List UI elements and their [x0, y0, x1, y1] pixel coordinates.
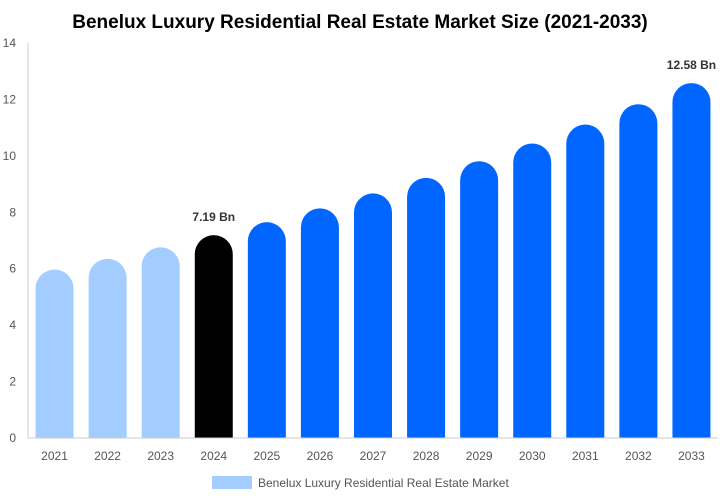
bar-2026: [300, 208, 339, 438]
data-label-2024: 7.19 Bn: [192, 210, 235, 224]
x-tick-label: 2027: [360, 449, 387, 463]
bar-2033: [672, 83, 711, 438]
bar-2032: [619, 104, 658, 438]
y-tick-label: 0: [9, 431, 16, 445]
x-tick-label: 2031: [572, 449, 599, 463]
data-labels: 7.19 Bn 12.58 Bn: [192, 58, 716, 224]
bar-2023: [141, 247, 180, 438]
x-tick-label: 2030: [519, 449, 546, 463]
y-tick-label: 10: [3, 149, 17, 163]
x-tick-label: 2021: [41, 449, 68, 463]
bars: [35, 83, 711, 439]
x-tick-label: 2022: [94, 449, 121, 463]
y-tick-label: 8: [9, 205, 16, 219]
chart-title: Benelux Luxury Residential Real Estate M…: [72, 12, 648, 33]
legend[interactable]: Benelux Luxury Residential Real Estate M…: [212, 476, 509, 490]
y-tick-label: 14: [3, 36, 17, 50]
bar-2030: [513, 143, 552, 438]
bar-2031: [566, 124, 605, 438]
bar-2029: [460, 161, 499, 439]
y-tick-label: 12: [3, 92, 17, 106]
y-tick-label: 2: [9, 375, 16, 389]
x-tick-label: 2023: [147, 449, 174, 463]
x-tick-label: 2029: [466, 449, 493, 463]
bar-2024: [194, 235, 233, 438]
x-tick-label: 2026: [307, 449, 334, 463]
y-tick-label: 6: [9, 262, 16, 276]
y-axis: 0 2 4 6 8 10 12 14: [3, 36, 29, 445]
bar-2021: [35, 269, 74, 438]
x-tick-label: 2032: [625, 449, 652, 463]
x-tick-label: 2025: [253, 449, 280, 463]
x-tick-label: 2033: [678, 449, 705, 463]
data-label-2033: 12.58 Bn: [667, 58, 716, 72]
bar-2027: [354, 193, 392, 438]
x-tick-label: 2024: [200, 449, 227, 463]
legend-swatch: [212, 476, 252, 489]
x-tick-label: 2028: [413, 449, 440, 463]
bar-2025: [247, 222, 286, 438]
y-tick-label: 4: [9, 318, 16, 332]
bar-2022: [88, 258, 127, 438]
bar-2028: [407, 177, 446, 438]
x-axis: 2021 2022 2023 2024 2025 2026 2027 2028 2029 2030…: [28, 437, 718, 463]
legend-label: Benelux Luxury Residential Real Estate M…: [258, 476, 509, 490]
